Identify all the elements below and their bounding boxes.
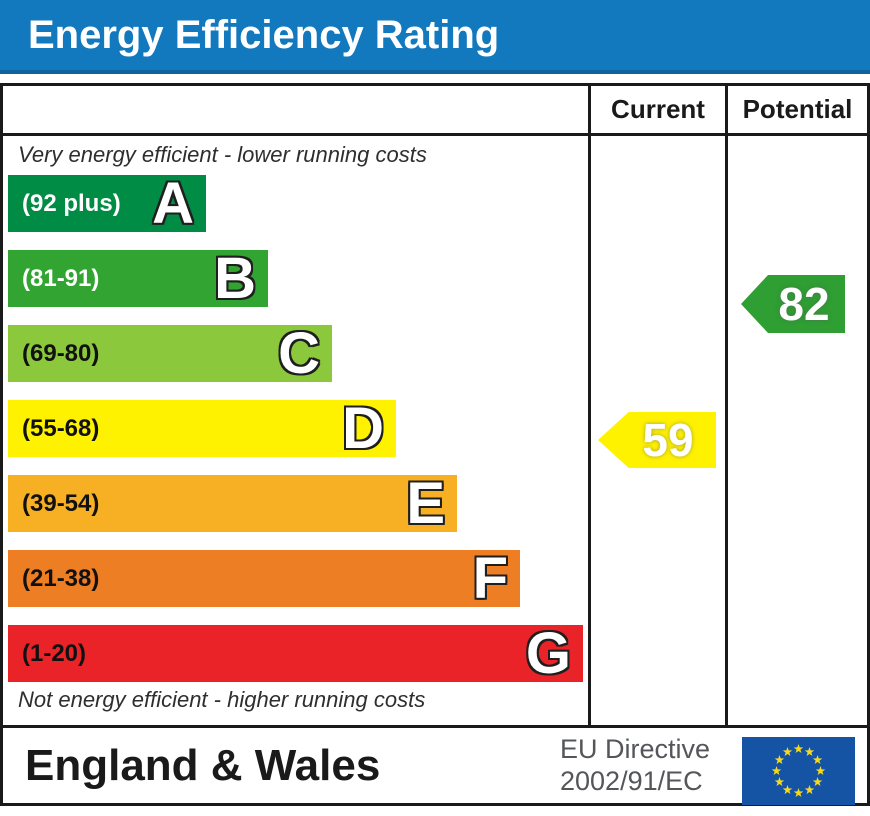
band-b-letter: B (214, 246, 256, 311)
eu-directive-line1: EU Directive (560, 734, 711, 764)
bottom-caption: Not energy efficient - higher running co… (18, 687, 426, 712)
current-rating-arrow: 59 (598, 412, 716, 468)
top-caption: Very energy efficient - lower running co… (18, 142, 427, 167)
band-g-range: (1-20) (22, 639, 87, 667)
potential-column-divider (725, 86, 728, 728)
band-e: (39-54) E (8, 471, 457, 536)
band-c-range: (69-80) (22, 339, 100, 367)
eu-directive-label: EU Directive 2002/91/EC (560, 733, 710, 797)
band-g: (1-20) G (8, 621, 583, 686)
current-rating-value: 59 (642, 414, 694, 466)
region-label: England & Wales (25, 740, 381, 790)
band-c-letter: C (278, 321, 320, 386)
column-header-potential: Potential (742, 94, 853, 124)
band-f-letter: F (472, 546, 508, 611)
band-f: (21-38) F (8, 546, 520, 611)
band-e-range: (39-54) (22, 489, 100, 517)
potential-rating-arrow: 82 (741, 275, 845, 333)
band-a-range: (92 plus) (22, 189, 121, 217)
eu-directive-line2: 2002/91/EC (560, 766, 703, 796)
potential-rating-value: 82 (778, 278, 830, 330)
band-b: (81-91) B (8, 246, 268, 311)
band-b-range: (81-91) (22, 264, 100, 292)
rating-table: Current Potential Very energy efficient … (0, 83, 870, 806)
band-a: (92 plus) A (8, 171, 206, 236)
band-d-range: (55-68) (22, 414, 100, 442)
band-e-letter: E (406, 471, 445, 536)
band-d-letter: D (342, 396, 384, 461)
band-g-letter: G (525, 621, 571, 686)
band-a-letter: A (152, 171, 194, 236)
footer-row-divider (3, 725, 867, 728)
column-header-current: Current (611, 94, 705, 124)
band-d: (55-68) D (8, 396, 396, 461)
band-c: (69-80) C (8, 321, 332, 386)
band-f-range: (21-38) (22, 564, 100, 592)
chart-footer: England & Wales EU Directive 2002/91/EC (3, 728, 867, 805)
header-row-divider (3, 133, 867, 136)
chart-title-bar: Energy Efficiency Rating (0, 0, 870, 74)
current-column-divider (588, 86, 591, 728)
eu-flag-icon (742, 737, 855, 805)
page-title: Energy Efficiency Rating (28, 12, 500, 57)
